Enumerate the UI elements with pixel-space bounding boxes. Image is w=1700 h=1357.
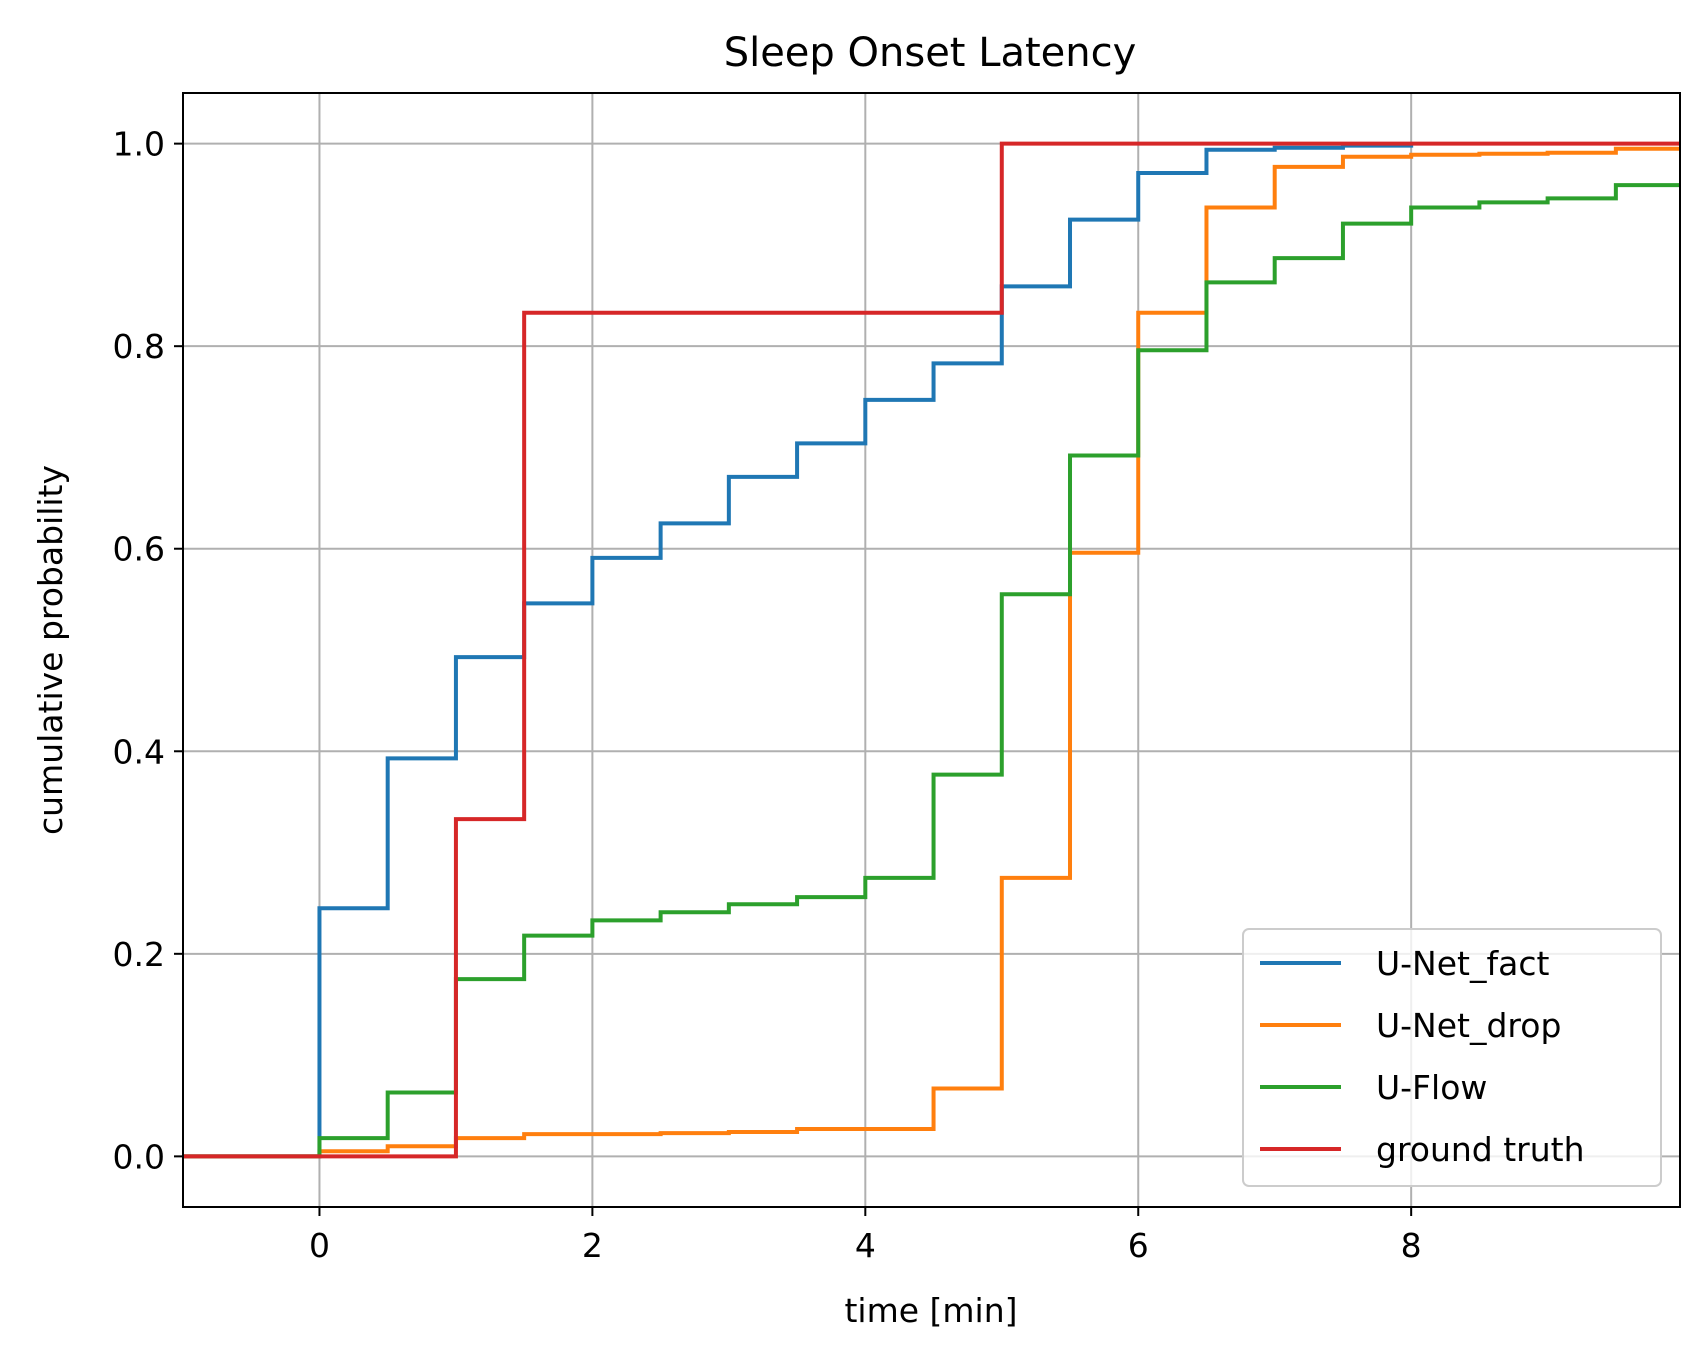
y-tick-label: 0.2 (113, 935, 165, 974)
legend-label: U-Flow (1376, 1068, 1487, 1107)
y-tick-label: 1.0 (113, 125, 165, 164)
plot-frame (182, 92, 1681, 1208)
y-tick-label: 0.4 (113, 732, 165, 771)
series-layer (183, 141, 1680, 1159)
x-tick-label: 8 (1401, 1226, 1422, 1265)
x-tick-label: 4 (855, 1226, 876, 1265)
y-axis-label: cumulative probability (31, 465, 70, 835)
x-axis-label: time [min] (844, 1291, 1017, 1330)
legend-label: ground truth (1376, 1130, 1585, 1169)
series-line (183, 141, 1680, 1159)
chart-title: Sleep Onset Latency (724, 30, 1137, 76)
x-tick-label: 6 (1128, 1226, 1149, 1265)
x-tick-label: 2 (582, 1226, 603, 1265)
series-line (183, 146, 1680, 1159)
legend: U-Net_fact U-Net_drop U-Flow ground truth (1242, 928, 1662, 1187)
series-line (183, 183, 1680, 1159)
y-tick-label: 0.8 (113, 327, 165, 366)
y-tick-label: 0.0 (113, 1137, 165, 1176)
x-tick-label: 0 (309, 1226, 330, 1265)
legend-label: U-Net_fact (1376, 944, 1549, 983)
legend-label: U-Net_drop (1376, 1006, 1561, 1045)
series-line (183, 143, 1414, 1159)
ticks: 0 2 4 6 8 0.0 0.2 0.4 0.6 0.8 1.0 (113, 125, 1422, 1265)
legend-box (1242, 928, 1662, 1187)
y-tick-label: 0.6 (113, 530, 165, 569)
